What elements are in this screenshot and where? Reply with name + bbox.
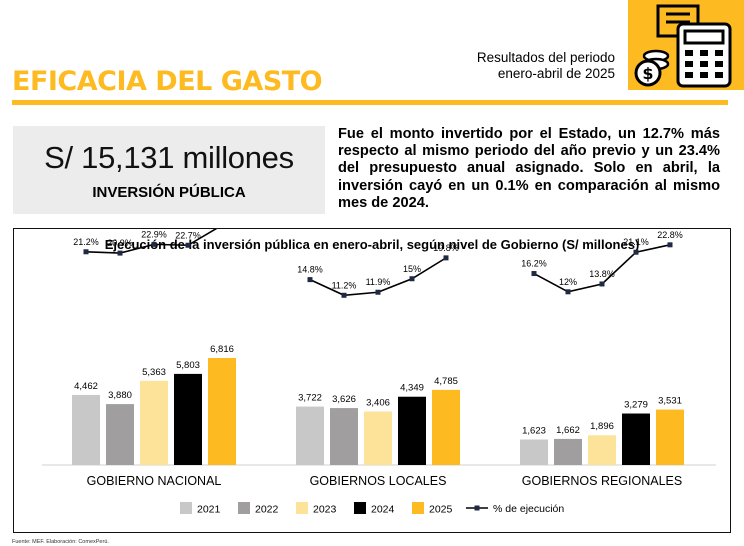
pct-point: [667, 242, 673, 248]
pct-label: 19.8%: [433, 243, 459, 253]
bar: [364, 411, 392, 465]
pct-label: 20.9%: [107, 238, 133, 248]
legend-label: 2022: [255, 504, 279, 516]
bar-value-label: 3,626: [332, 394, 356, 405]
period-line-1: Resultados del periodo: [476, 50, 615, 65]
pct-label: 11.2%: [332, 280, 357, 290]
legend-line-marker: [474, 505, 480, 511]
pct-label: 22.7%: [175, 230, 201, 240]
category-label: GOBIERNOS REGIONALES: [522, 474, 682, 488]
period-note: Resultados del periodo enero-abril de 20…: [477, 50, 615, 82]
bar-value-label: 3,406: [366, 398, 390, 409]
pct-point: [151, 241, 157, 247]
bar-value-label: 1,623: [522, 426, 546, 437]
bar: [656, 409, 684, 465]
bar-value-label: 3,531: [658, 396, 682, 407]
pct-point: [443, 255, 449, 261]
pct-label: 12%: [559, 277, 577, 287]
bar: [106, 404, 134, 465]
source-note: Fuente: MEF. Elaboración: ComexPerú.: [12, 539, 109, 545]
bar: [72, 394, 100, 465]
bar: [174, 373, 202, 465]
pct-label: 13.8%: [589, 269, 615, 279]
bar: [554, 438, 582, 465]
bar: [208, 357, 236, 465]
bar-value-label: 4,349: [400, 383, 424, 394]
bar-value-label: 1,662: [556, 425, 580, 436]
bar-value-label: 3,880: [108, 390, 132, 401]
category-label: GOBIERNO NACIONAL: [87, 474, 222, 488]
legend-swatch: [238, 502, 250, 514]
pct-point: [83, 249, 89, 255]
chart-svg: Ejecución de la inversión pública en ene…: [42, 229, 716, 516]
category-label: GOBIERNOS LOCALES: [310, 474, 447, 488]
svg-text:$: $: [642, 64, 653, 83]
bar: [330, 408, 358, 465]
pct-label: 22.8%: [657, 230, 683, 240]
legend-swatch: [296, 502, 308, 514]
page-title: EFICACIA DEL GASTO: [12, 66, 323, 97]
pct-point: [117, 250, 123, 256]
bar: [520, 439, 548, 465]
bar-value-label: 3,722: [298, 393, 322, 404]
pct-point: [633, 249, 639, 255]
bar-value-label: 5,803: [176, 360, 200, 371]
legend-swatch: [412, 502, 424, 514]
summary-text: Fue el monto invertido por el Estado, un…: [338, 126, 720, 211]
bar: [432, 389, 460, 465]
bar: [398, 396, 426, 465]
period-line-2: enero-abril de 2025: [497, 66, 615, 81]
summary-box: S/ 15,131 millones INVERSIÓN PÚBLICA: [13, 126, 325, 214]
pct-point: [531, 271, 537, 277]
pct-point: [409, 276, 415, 282]
pct-label: 21.2%: [73, 237, 99, 247]
pct-point: [341, 292, 347, 298]
legend-swatch: [180, 502, 192, 514]
pct-point: [307, 277, 313, 283]
legend-label: 2021: [197, 504, 221, 516]
legend-swatch: [354, 502, 366, 514]
bar-value-label: 5,363: [142, 367, 166, 378]
calculator-coins-icon: $: [628, 0, 744, 90]
title-underline: [12, 100, 728, 105]
bar-value-label: 6,816: [210, 344, 234, 355]
pct-point: [185, 242, 191, 248]
pct-point: [565, 289, 571, 295]
investment-amount: S/ 15,131 millones: [44, 140, 294, 175]
pct-point: [375, 289, 381, 295]
bar-value-label: 3,279: [624, 400, 648, 411]
pct-label: 14.8%: [297, 265, 323, 275]
legend-label: 2023: [313, 504, 337, 516]
legend-label: % de ejecución: [493, 503, 564, 515]
bar-value-label: 4,785: [434, 376, 458, 387]
pct-point: [599, 281, 605, 287]
bar: [588, 435, 616, 465]
pct-label: 21.1%: [623, 237, 649, 247]
chart-frame: Ejecución de la inversión pública en ene…: [13, 228, 731, 533]
bar-value-label: 4,462: [74, 381, 98, 392]
bar: [296, 406, 324, 465]
chart-title: Ejecución de la inversión pública en ene…: [105, 237, 640, 252]
pct-label: 22.9%: [141, 229, 167, 239]
legend-label: 2024: [371, 504, 395, 516]
pct-label: 11.9%: [366, 277, 391, 287]
bar: [622, 413, 650, 465]
bar-value-label: 1,896: [590, 421, 614, 432]
pct-label: 16.2%: [521, 259, 547, 269]
investment-label: INVERSIÓN PÚBLICA: [92, 184, 246, 201]
legend-label: 2025: [429, 504, 453, 516]
bar: [140, 380, 168, 465]
pct-label: 15%: [403, 264, 421, 274]
